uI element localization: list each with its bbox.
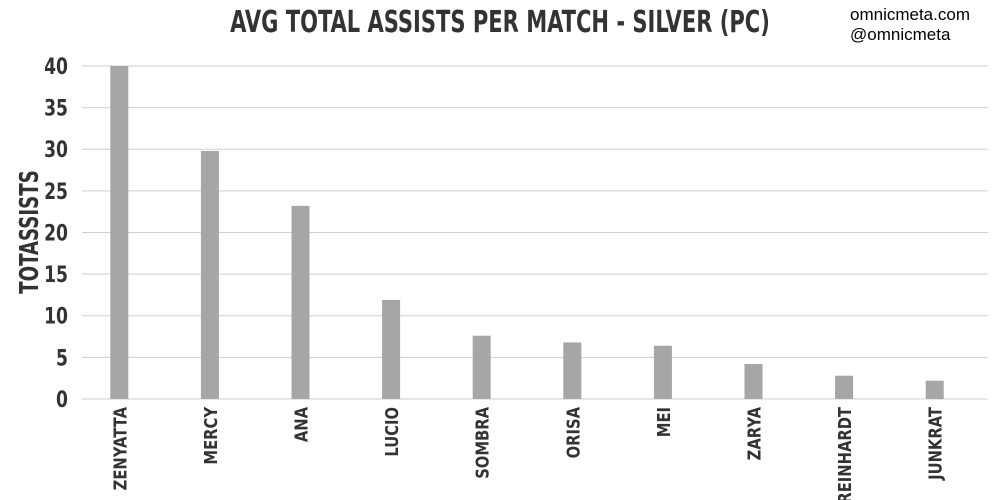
chart-title: AVG TOTAL ASSISTS PER MATCH - SILVER (PC… (230, 5, 770, 40)
x-tick-label: ZARYA (744, 407, 765, 461)
y-tick-label: 25 (44, 179, 68, 205)
grid-layer (82, 65, 988, 400)
x-tick-label: JUNKRAT (925, 406, 946, 480)
y-tick-label: 35 (44, 96, 68, 122)
bar-mei (653, 345, 672, 399)
x-tick-label: SOMBRA (472, 407, 493, 479)
x-tick-label: MEI (653, 407, 674, 437)
x-tick-label: ANA (291, 407, 312, 442)
y-tick-label: 15 (44, 262, 68, 288)
y-tick-label: 5 (56, 345, 68, 371)
bar-ana (291, 205, 310, 399)
x-tick-label: MERCY (200, 406, 221, 465)
x-tick-labels: ZENYATTA MERCY ANA LUCIO SOMBRA ORISA MEI ZARYA… (110, 406, 946, 500)
bar-sombra (472, 335, 491, 399)
y-tick-label: 30 (44, 137, 68, 163)
bars (110, 66, 944, 399)
bar-mercy (200, 150, 219, 399)
y-tick-label: 20 (44, 220, 68, 246)
watermark-handle: @omnicmeta (850, 25, 951, 44)
y-tick-label: 0 (56, 387, 68, 413)
y-tick-label: 40 (44, 54, 68, 80)
watermark-site: omnicmeta.com (850, 5, 970, 24)
bar-zarya (744, 364, 763, 399)
x-tick-label: REINHARDT (835, 406, 856, 500)
bar-junkrat (925, 380, 944, 399)
y-tick-labels: 0 5 10 15 20 25 30 35 40 (44, 54, 68, 413)
bar-orisa (563, 342, 582, 399)
bar-reinhardt (835, 375, 854, 399)
bar-zenyatta (110, 66, 129, 399)
bar-lucio (382, 299, 401, 399)
y-axis-label: TOTASSISTS (15, 170, 45, 294)
x-tick-label: LUCIO (382, 407, 403, 457)
x-tick-label: ORISA (563, 407, 584, 459)
y-tick-label: 10 (44, 304, 68, 330)
x-tick-label: ZENYATTA (110, 407, 131, 491)
